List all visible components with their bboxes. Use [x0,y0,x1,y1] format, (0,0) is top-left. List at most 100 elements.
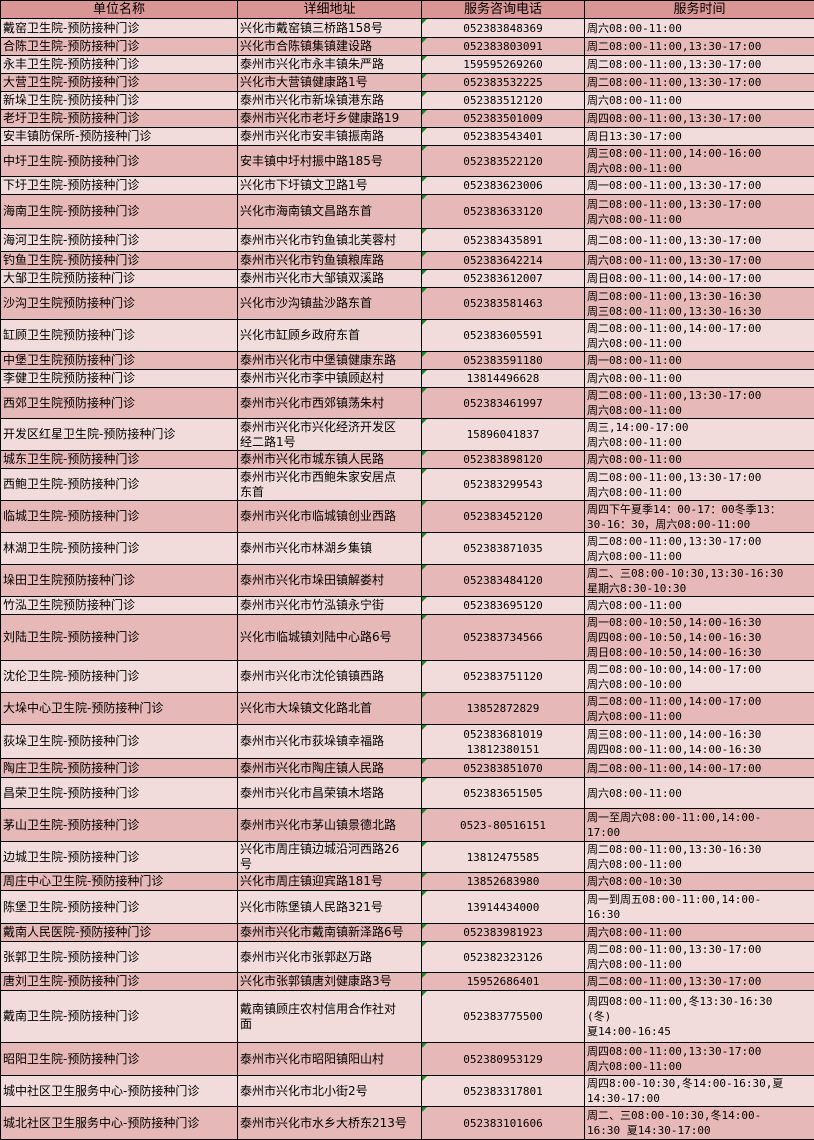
cell-address[interactable]: 兴化市大营镇健康路1号 [238,74,422,92]
cell-phone[interactable]: 052383452120 [422,501,585,533]
cell-phone[interactable]: 052383623006 [422,177,585,195]
cell-address[interactable]: 泰州市兴化市垛田镇解娄村 [238,565,422,597]
cell-hours[interactable]: 周二、三08:00-10:30,冬14:00- 16:30 夏14:30-17:… [585,1107,814,1140]
cell-phone[interactable]: 052383501009 [422,110,585,128]
cell-hours[interactable]: 周二08:00-11:00,13:30-17:00 [585,973,814,991]
cell-address[interactable]: 兴化市周庄镇边城沿河西路26 号 [238,842,422,873]
cell-address[interactable]: 泰州市兴化市中堡镇健康东路 [238,352,422,370]
cell-address[interactable]: 泰州市兴化市兴化经济开发区 经二路1号 [238,419,422,451]
cell-hours[interactable]: 周二08:00-11:00,13:30-17:00 周六08:00-11:00 [585,469,814,501]
cell-hours[interactable]: 周一至周六08:00-11:00,14:00- 17:00 [585,809,814,842]
cell-phone[interactable]: 052383681019 13812380151 [422,725,585,759]
cell-address[interactable]: 泰州市兴化市西鲍朱家安居点 东首 [238,469,422,501]
cell-hours[interactable]: 周六08:00-11:00,13:30-17:00 [585,252,814,270]
cell-hours[interactable]: 周日08:00-11:00,14:00-17:00 [585,270,814,288]
cell-hours[interactable]: 周六08:00-11:00 [585,370,814,388]
cell-phone[interactable]: 052383522120 [422,146,585,177]
cell-hours[interactable]: 周二08:00-11:00,13:30-17:00 [585,56,814,74]
cell-address[interactable]: 泰州市兴化市荻垛镇幸福路 [238,725,422,759]
cell-unit-name[interactable]: 大垛中心卫生院-预防接种门诊 [1,693,238,725]
cell-address[interactable]: 泰州市兴化市水乡大桥东213号 [238,1107,422,1140]
cell-unit-name[interactable]: 张郭卫生院-预防接种门诊 [1,942,238,973]
cell-hours[interactable]: 周二08:00-11:00,13:30-17:00 周六08:00-11:00 [585,942,814,973]
cell-address[interactable]: 泰州市兴化市钓鱼镇北芙蓉村 [238,229,422,252]
cell-address[interactable]: 泰州市兴化市张郭赵万路 [238,942,422,973]
cell-phone[interactable]: 052383981923 [422,924,585,942]
cell-address[interactable]: 泰州市兴化市北小街2号 [238,1076,422,1107]
cell-phone[interactable]: 15952686401 [422,973,585,991]
cell-unit-name[interactable]: 下圩卫生院-预防接种门诊 [1,177,238,195]
cell-unit-name[interactable]: 竹泓卫生院预防接种门诊 [1,597,238,615]
cell-address[interactable]: 兴化市周庄镇迎宾路181号 [238,873,422,891]
cell-phone[interactable]: 13914434000 [422,891,585,924]
cell-phone[interactable]: 052383512120 [422,92,585,110]
cell-unit-name[interactable]: 安丰镇防保所-预防接种门诊 [1,128,238,146]
cell-unit-name[interactable]: 边城卫生院-预防接种门诊 [1,842,238,873]
cell-address[interactable]: 兴化市戴窑镇三桥路158号 [238,19,422,38]
cell-unit-name[interactable]: 沙沟卫生院预防接种门诊 [1,288,238,320]
cell-hours[interactable]: 周一08:00-11:00 [585,352,814,370]
cell-hours[interactable]: 周二08:00-11:00,13:30-16:30 周三08:00-11:00,… [585,288,814,320]
cell-hours[interactable]: 周二08:00-11:00,13:30-17:00 周六08:00-11:00 [585,195,814,229]
cell-hours[interactable]: 周六08:00-10:30 [585,873,814,891]
cell-phone[interactable]: 052383898120 [422,451,585,469]
cell-address[interactable]: 兴化市下圩镇文卫路1号 [238,177,422,195]
cell-hours[interactable]: 周六08:00-11:00 [585,597,814,615]
cell-address[interactable]: 兴化市合陈镇集镇建设路 [238,38,422,56]
cell-address[interactable]: 泰州市兴化市永丰镇朱严路 [238,56,422,74]
cell-phone[interactable]: 052383734566 [422,615,585,661]
cell-unit-name[interactable]: 昌荣卫生院-预防接种门诊 [1,778,238,809]
cell-address[interactable]: 泰州市兴化市城东镇人民路 [238,451,422,469]
cell-phone[interactable]: 13852872829 [422,693,585,725]
cell-phone[interactable]: 052383851070 [422,759,585,778]
cell-unit-name[interactable]: 周庄中心卫生院-预防接种门诊 [1,873,238,891]
cell-hours[interactable]: 周三,14:00-17:00 周六08:00-11:00 [585,419,814,451]
cell-address[interactable]: 兴化市海南镇文昌路东首 [238,195,422,229]
cell-unit-name[interactable]: 钓鱼卫生院-预防接种门诊 [1,252,238,270]
cell-address[interactable]: 泰州市兴化市茅山镇景德北路 [238,809,422,842]
cell-unit-name[interactable]: 中圩卫生院-预防接种门诊 [1,146,238,177]
cell-unit-name[interactable]: 开发区红星卫生院-预防接种门诊 [1,419,238,451]
cell-hours[interactable]: 周四08:00-11:00,冬13:30-16:30 (冬) 夏14:00-16… [585,991,814,1043]
cell-hours[interactable]: 周二08:00-11:00,13:30-17:00 周六08:00-11:00 [585,533,814,565]
cell-address[interactable]: 泰州市兴化市昭阳镇阳山村 [238,1043,422,1076]
cell-unit-name[interactable]: 大邹卫生院预防接种门诊 [1,270,238,288]
cell-unit-name[interactable]: 新垛卫生院-预防接种门诊 [1,92,238,110]
cell-phone[interactable]: 052383871035 [422,533,585,565]
cell-address[interactable]: 泰州市兴化市李中镇顾赵村 [238,370,422,388]
cell-hours[interactable]: 周二08:00-11:00,13:30-17:00 [585,74,814,92]
cell-phone[interactable]: 052383484120 [422,565,585,597]
cell-hours[interactable]: 周四08:00-11:00,13:30-17:00 周六08:00-11:00 [585,1043,814,1076]
cell-hours[interactable]: 周二08:00-11:00,14:00-17:00 [585,759,814,778]
cell-hours[interactable]: 周六08:00-11:00 [585,451,814,469]
cell-address[interactable]: 泰州市兴化市临城镇创业西路 [238,501,422,533]
cell-unit-name[interactable]: 城北社区卫生服务中心-预防接种门诊 [1,1107,238,1140]
cell-hours[interactable]: 周四8:00-10:30,冬14:00-16:30,夏 14:30-17:00 [585,1076,814,1107]
cell-address[interactable]: 泰州市兴化市林湖乡集镇 [238,533,422,565]
cell-unit-name[interactable]: 唐刘卫生院-预防接种门诊 [1,973,238,991]
cell-address[interactable]: 泰州市兴化市大邹镇双溪路 [238,270,422,288]
cell-phone[interactable]: 13852683980 [422,873,585,891]
cell-phone[interactable]: 052383461997 [422,388,585,419]
header-service-time[interactable]: 服务时间 [585,1,814,19]
cell-phone[interactable]: 13814496628 [422,370,585,388]
cell-hours[interactable]: 周二08:00-11:00,14:00-17:00 周六08:00-11:00 [585,320,814,352]
cell-phone[interactable]: 052383642214 [422,252,585,270]
cell-phone[interactable]: 052383775500 [422,991,585,1043]
cell-unit-name[interactable]: 李健卫生院预防接种门诊 [1,370,238,388]
cell-hours[interactable]: 周一08:00-10:50,14:00-16:30 周四08:00-10:50,… [585,615,814,661]
cell-unit-name[interactable]: 茅山卫生院-预防接种门诊 [1,809,238,842]
cell-address[interactable]: 泰州市兴化市老圩乡健康路19 [238,110,422,128]
cell-hours[interactable]: 周二08:00-11:00,13:30-17:00 [585,38,814,56]
cell-unit-name[interactable]: 临城卫生院-预防接种门诊 [1,501,238,533]
cell-address[interactable]: 泰州市兴化市竹泓镇永宁街 [238,597,422,615]
cell-phone[interactable]: 052383633120 [422,195,585,229]
cell-unit-name[interactable]: 林湖卫生院-预防接种门诊 [1,533,238,565]
cell-hours[interactable]: 周六08:00-11:00 [585,19,814,38]
cell-address[interactable]: 泰州市兴化市陶庄镇人民路 [238,759,422,778]
cell-unit-name[interactable]: 沈伦卫生院-预防接种门诊 [1,661,238,693]
cell-address[interactable]: 泰州市兴化市安丰镇振南路 [238,128,422,146]
cell-phone[interactable]: 15959526926​0 [422,56,585,74]
cell-hours[interactable]: 周二08:00-11:00,14:00-17:00 周六08:00-11:00 [585,693,814,725]
cell-unit-name[interactable]: 城东卫生院-预防接种门诊 [1,451,238,469]
